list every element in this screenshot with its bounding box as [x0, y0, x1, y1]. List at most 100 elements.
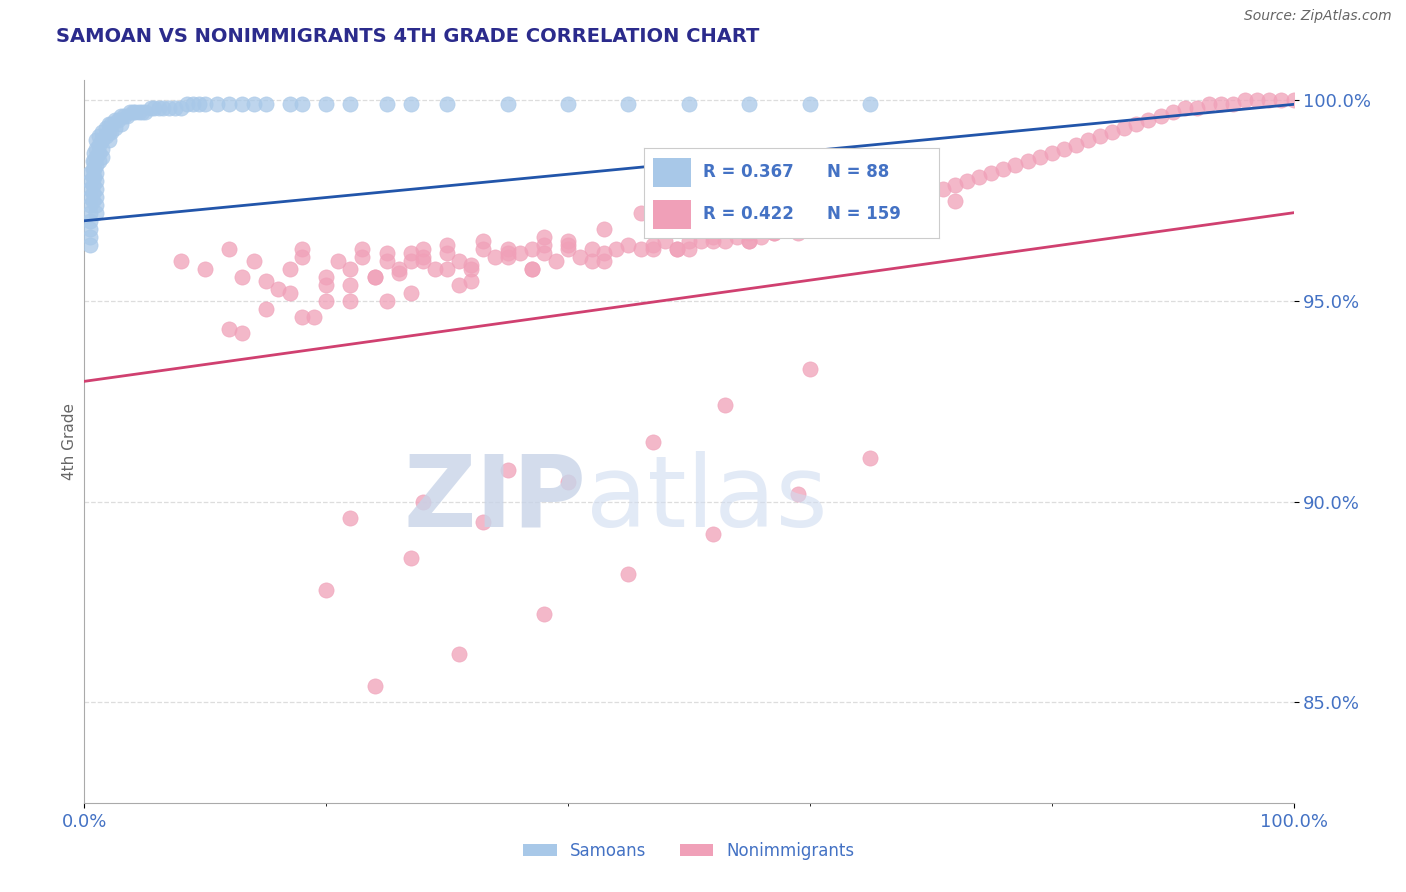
Point [87, 145, 110, 160]
Point [472, 515, 495, 529]
Point [520, 262, 543, 277]
Point [533, 246, 555, 260]
Point [581, 254, 603, 268]
Point [1222, 97, 1244, 112]
Point [1064, 137, 1087, 152]
Point [339, 97, 361, 112]
Point [399, 97, 422, 112]
Point [762, 226, 785, 240]
Point [449, 254, 471, 268]
Point [254, 97, 277, 112]
Point [91, 133, 114, 147]
Point [1246, 93, 1268, 107]
Point [278, 97, 301, 112]
Point [1161, 105, 1184, 120]
Point [823, 213, 845, 227]
Point [544, 254, 567, 268]
Point [472, 234, 495, 248]
Point [82, 161, 104, 176]
Point [218, 242, 240, 256]
Point [399, 246, 422, 260]
Point [86, 174, 108, 188]
Point [1077, 133, 1099, 147]
Point [690, 234, 713, 248]
Point [86, 142, 108, 156]
Point [352, 250, 374, 264]
Point [714, 398, 737, 412]
Point [617, 238, 640, 252]
Point [100, 125, 122, 139]
Point [107, 113, 129, 128]
Point [859, 450, 882, 465]
Point [557, 97, 579, 112]
Point [1174, 101, 1197, 115]
Point [665, 242, 688, 256]
Point [399, 550, 422, 566]
Point [725, 230, 748, 244]
Text: atlas: atlas [586, 450, 828, 548]
Point [496, 97, 519, 112]
Point [533, 238, 555, 252]
Point [79, 206, 101, 220]
Point [104, 113, 127, 128]
Point [91, 149, 114, 163]
Point [1258, 93, 1281, 107]
Point [907, 190, 929, 204]
Point [315, 97, 337, 112]
Point [1185, 101, 1208, 115]
Point [569, 250, 592, 264]
Point [97, 133, 120, 147]
Point [91, 125, 114, 139]
Point [702, 526, 724, 541]
Point [678, 234, 700, 248]
Point [87, 153, 110, 168]
Point [291, 310, 314, 325]
Point [82, 178, 104, 192]
Point [896, 194, 918, 208]
Point [104, 121, 127, 136]
Point [738, 226, 761, 240]
Point [846, 210, 869, 224]
Y-axis label: 4th Grade: 4th Grade [62, 403, 77, 480]
Point [943, 178, 966, 192]
Point [86, 190, 108, 204]
Point [496, 246, 519, 260]
Point [557, 238, 579, 252]
Point [291, 97, 314, 112]
Point [194, 262, 217, 277]
Point [786, 226, 808, 240]
Point [79, 165, 101, 179]
Point [139, 101, 162, 115]
Point [94, 121, 117, 136]
Point [799, 362, 821, 376]
Point [82, 194, 104, 208]
Point [811, 222, 834, 236]
Point [617, 97, 640, 112]
Point [231, 326, 253, 341]
Point [176, 97, 198, 112]
Point [1088, 129, 1111, 144]
Point [79, 174, 101, 188]
Point [630, 242, 652, 256]
Point [100, 117, 122, 131]
Point [1114, 121, 1136, 136]
Point [460, 258, 482, 272]
Point [412, 494, 434, 508]
Point [714, 234, 737, 248]
Point [883, 197, 905, 211]
Point [339, 510, 361, 524]
Point [738, 234, 761, 248]
Point [436, 97, 458, 112]
Bar [654, 158, 692, 186]
Point [82, 153, 104, 168]
Point [702, 230, 724, 244]
Point [110, 117, 132, 131]
Point [1282, 93, 1305, 107]
Point [399, 254, 422, 268]
Point [533, 230, 555, 244]
Point [339, 278, 361, 293]
Point [775, 222, 797, 236]
Point [980, 165, 1002, 179]
Point [97, 125, 120, 139]
Point [97, 117, 120, 131]
